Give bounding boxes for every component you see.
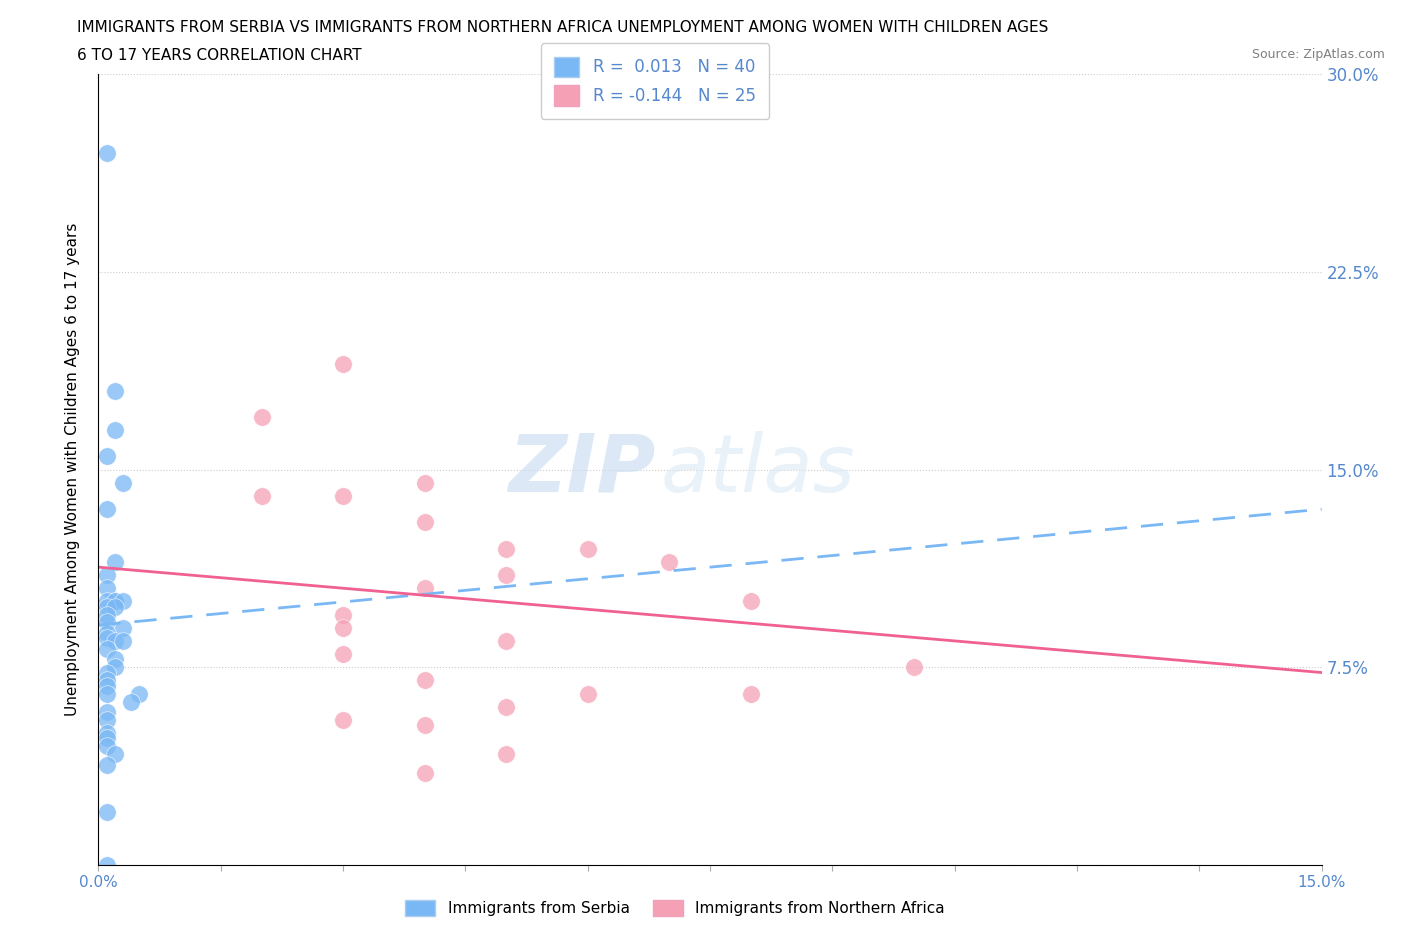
- Point: [332, 488, 354, 503]
- Point: [96, 712, 118, 727]
- Point: [96, 580, 118, 596]
- Point: [96, 567, 118, 582]
- Point: [96, 686, 118, 701]
- Point: [96, 673, 118, 688]
- Point: [96, 146, 118, 161]
- Point: [740, 686, 762, 701]
- Point: [104, 594, 127, 609]
- Point: [332, 646, 354, 661]
- Point: [495, 633, 517, 648]
- Point: [96, 725, 118, 740]
- Point: [96, 738, 118, 753]
- Point: [96, 607, 118, 622]
- Point: [111, 594, 134, 609]
- Point: [96, 626, 118, 641]
- Text: 6 TO 17 YEARS CORRELATION CHART: 6 TO 17 YEARS CORRELATION CHART: [77, 48, 361, 63]
- Point: [332, 607, 354, 622]
- Point: [104, 594, 127, 609]
- Point: [96, 678, 118, 693]
- Point: [413, 515, 436, 530]
- Y-axis label: Unemployment Among Women with Children Ages 6 to 17 years: Unemployment Among Women with Children A…: [65, 223, 80, 716]
- Point: [96, 449, 118, 464]
- Point: [111, 475, 134, 490]
- Point: [740, 594, 762, 609]
- Point: [96, 804, 118, 819]
- Point: [104, 633, 127, 648]
- Point: [495, 567, 517, 582]
- Point: [104, 660, 127, 675]
- Point: [104, 747, 127, 762]
- Point: [104, 422, 127, 438]
- Point: [332, 357, 354, 372]
- Point: [495, 747, 517, 762]
- Point: [96, 705, 118, 720]
- Point: [96, 631, 118, 645]
- Point: [96, 594, 118, 609]
- Legend: R =  0.013   N = 40, R = -0.144   N = 25: R = 0.013 N = 40, R = -0.144 N = 25: [541, 43, 769, 119]
- Point: [96, 665, 118, 680]
- Point: [903, 660, 925, 675]
- Point: [96, 642, 118, 657]
- Point: [96, 502, 118, 517]
- Point: [111, 620, 134, 635]
- Point: [128, 686, 150, 701]
- Point: [250, 409, 273, 424]
- Point: [332, 620, 354, 635]
- Point: [658, 554, 681, 569]
- Point: [576, 686, 599, 701]
- Point: [332, 712, 354, 727]
- Point: [413, 673, 436, 688]
- Point: [495, 699, 517, 714]
- Text: ZIP: ZIP: [508, 431, 655, 509]
- Point: [96, 731, 118, 746]
- Point: [96, 615, 118, 630]
- Point: [96, 857, 118, 872]
- Point: [111, 633, 134, 648]
- Point: [576, 541, 599, 556]
- Point: [104, 599, 127, 614]
- Text: Source: ZipAtlas.com: Source: ZipAtlas.com: [1251, 48, 1385, 61]
- Text: IMMIGRANTS FROM SERBIA VS IMMIGRANTS FROM NORTHERN AFRICA UNEMPLOYMENT AMONG WOM: IMMIGRANTS FROM SERBIA VS IMMIGRANTS FRO…: [77, 20, 1049, 35]
- Point: [96, 757, 118, 772]
- Point: [104, 383, 127, 398]
- Text: atlas: atlas: [661, 431, 856, 509]
- Point: [495, 541, 517, 556]
- Point: [250, 488, 273, 503]
- Point: [96, 599, 118, 614]
- Point: [413, 475, 436, 490]
- Point: [104, 554, 127, 569]
- Point: [413, 718, 436, 733]
- Point: [413, 580, 436, 596]
- Point: [413, 765, 436, 780]
- Legend: Immigrants from Serbia, Immigrants from Northern Africa: Immigrants from Serbia, Immigrants from …: [399, 894, 950, 923]
- Point: [120, 694, 142, 709]
- Point: [104, 652, 127, 667]
